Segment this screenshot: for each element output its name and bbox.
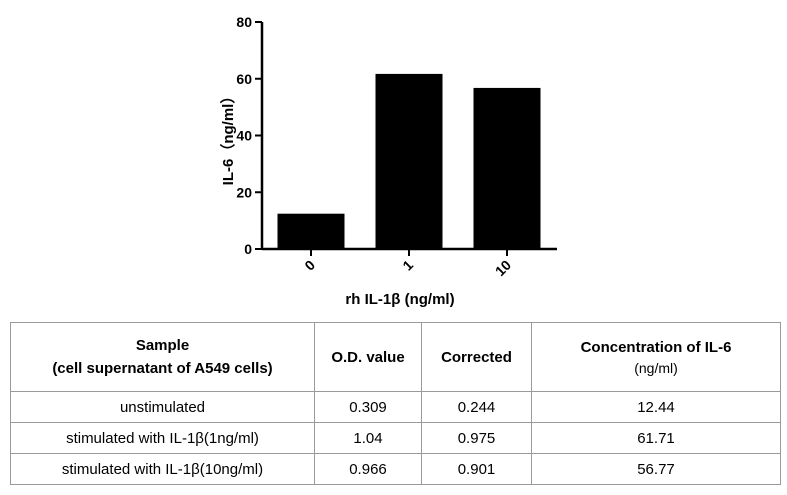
bar-1 <box>375 73 443 249</box>
y-tick-label: 80 <box>236 14 252 30</box>
cell-sample: stimulated with IL-1β(10ng/ml) <box>10 453 315 485</box>
bar-10 <box>473 87 541 249</box>
x-tick-label: 10 <box>492 257 514 279</box>
cell-corrected: 0.901 <box>421 453 532 485</box>
cell-od: 0.309 <box>314 391 422 423</box>
header-sample-line1: Sample <box>135 337 190 354</box>
x-tick-label: 1 <box>399 257 416 274</box>
header-corrected: Corrected <box>421 322 532 392</box>
header-sample: Sample (cell supernatant of A549 cells) <box>10 322 315 392</box>
header-sample-line2: (cell supernatant of A549 cells) <box>52 360 273 377</box>
cell-sample: unstimulated <box>10 391 315 423</box>
cell-sample: stimulated with IL-1β(1ng/ml) <box>10 422 315 454</box>
header-od: O.D. value <box>314 322 422 392</box>
y-axis-title: IL-6（ng/ml） <box>219 89 237 186</box>
cell-corrected: 0.244 <box>421 391 532 423</box>
cell-od: 0.966 <box>314 453 422 485</box>
header-conc-line2: (ng/ml) <box>634 359 678 376</box>
y-tick-label: 0 <box>244 241 252 257</box>
data-table: Sample (cell supernatant of A549 cells) … <box>10 322 781 485</box>
cell-od: 1.04 <box>314 422 422 454</box>
header-conc-line1: Concentration of IL-6 <box>580 338 732 356</box>
y-tick-label: 40 <box>236 128 252 144</box>
cell-corrected: 0.975 <box>421 422 532 454</box>
x-axis-title: rh IL-1β (ng/ml) <box>345 291 454 308</box>
cell-concentration: 56.77 <box>531 453 781 485</box>
header-concentration: Concentration of IL-6 (ng/ml) <box>531 322 781 392</box>
cell-concentration: 61.71 <box>531 422 781 454</box>
table-header-row: Sample (cell supernatant of A549 cells) … <box>10 322 781 392</box>
cell-concentration: 12.44 <box>531 391 781 423</box>
y-tick-label: 20 <box>236 184 252 200</box>
y-tick-label: 60 <box>236 71 252 87</box>
il6-bar-chart: 0 20 40 60 80 0 1 10 IL-6（ng/ml） rh IL-1β (ng/… <box>219 14 557 308</box>
bar-0 <box>277 213 345 249</box>
table-row: stimulated with IL-1β(1ng/ml) 1.04 0.975… <box>10 422 781 454</box>
table-row: unstimulated 0.309 0.244 12.44 <box>10 391 781 423</box>
table-row: stimulated with IL-1β(10ng/ml) 0.966 0.9… <box>10 453 781 485</box>
x-tick-label: 0 <box>301 257 318 274</box>
